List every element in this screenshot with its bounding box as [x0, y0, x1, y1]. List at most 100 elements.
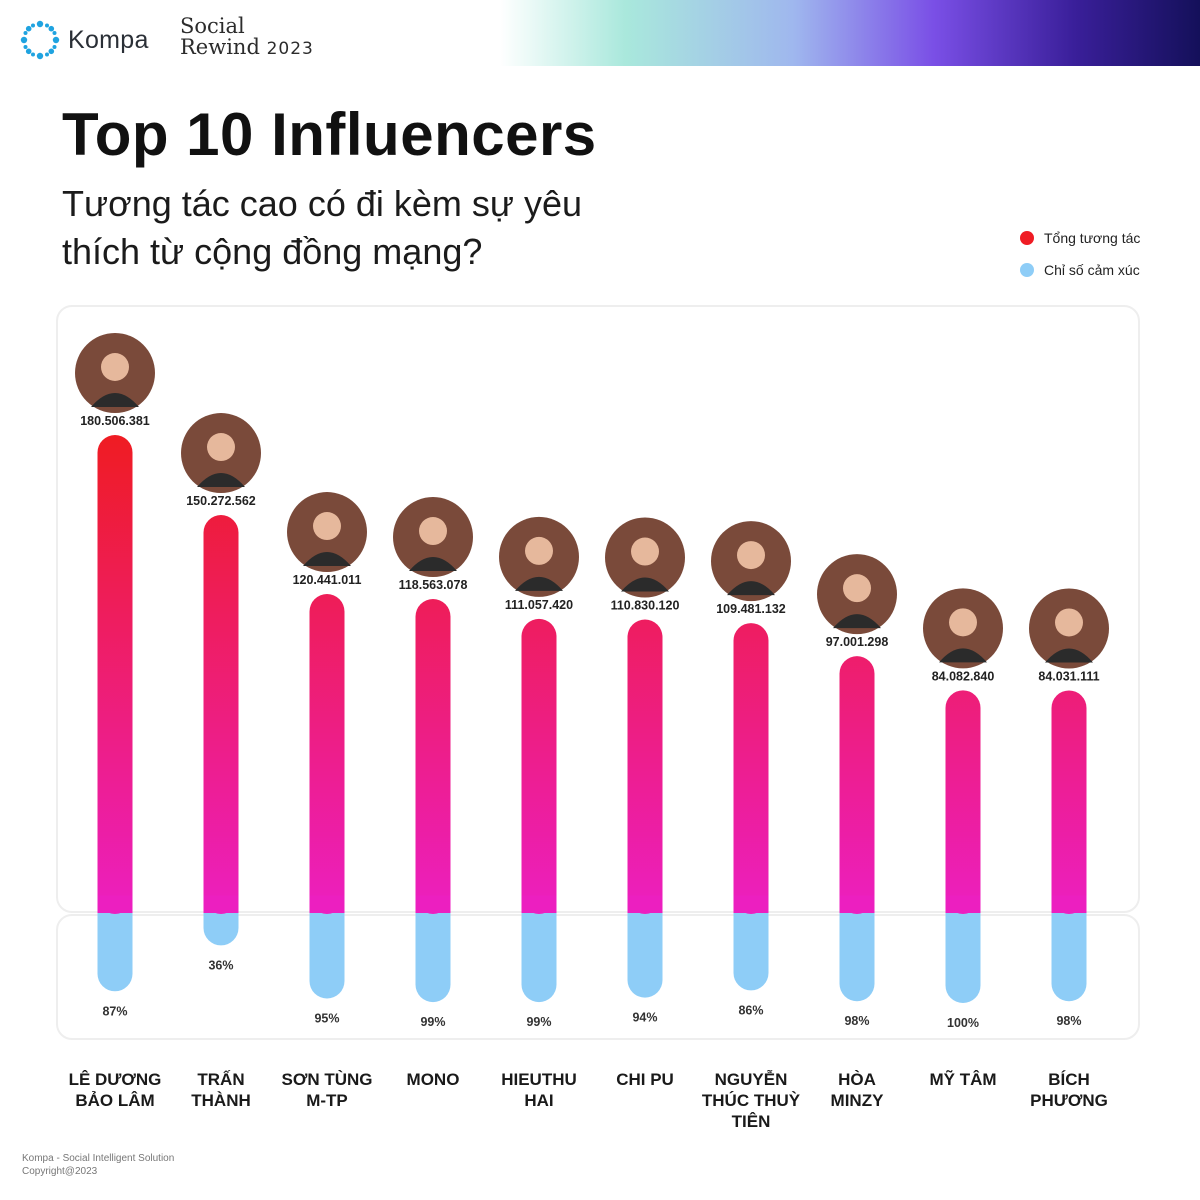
category-label-line: NGUYỄN — [715, 1070, 788, 1089]
avatar-face-icon — [843, 574, 871, 603]
kompa-logo: Kompa — [20, 20, 149, 60]
avatar-body-icon — [833, 614, 881, 629]
avatar-face-icon — [737, 541, 765, 570]
avatar-body-icon — [939, 648, 987, 663]
category-label: MỸ TÂM — [929, 1069, 996, 1089]
avatar-body-icon — [727, 581, 775, 596]
interaction-bar-base — [415, 895, 451, 913]
sentiment-label: 99% — [526, 1015, 551, 1029]
category-label-line: THÀNH — [191, 1091, 251, 1110]
event-year: 2023 — [266, 39, 314, 59]
sentiment-panel — [56, 914, 1140, 1040]
interaction-bar — [839, 656, 875, 914]
sentiment-bar — [521, 895, 557, 1003]
value-label: 109.481.132 — [716, 602, 786, 616]
category-label: BÍCH PHƯƠNG — [1030, 1070, 1108, 1110]
avatar-body-icon — [621, 577, 669, 592]
sentiment-bar — [733, 895, 769, 991]
sentiment-bar — [415, 895, 451, 1003]
event-line2: Rewind — [180, 35, 260, 59]
interaction-bar-base — [627, 895, 663, 913]
sentiment-bar — [945, 895, 981, 1003]
category-label: MONO — [407, 1070, 460, 1089]
avatar-face-icon — [525, 536, 553, 565]
avatar-body-icon — [91, 393, 139, 407]
value-label: 97.001.298 — [826, 635, 889, 649]
interaction-bar-base — [733, 895, 769, 913]
header-gradient-band — [500, 0, 1200, 66]
category-label-line: MINZY — [831, 1091, 885, 1110]
interaction-bar — [309, 594, 345, 914]
category-label-line: PHƯƠNG — [1030, 1091, 1108, 1110]
sentiment-label: 95% — [314, 1012, 339, 1026]
avatar-body-icon — [303, 552, 351, 567]
category-label: CHI PU — [616, 1070, 674, 1089]
footer-line1: Kompa - Social Intelligent Solution — [22, 1153, 175, 1164]
legend-label-sentiment: Chỉ số cảm xúc — [1044, 262, 1140, 278]
sentiment-bar — [97, 895, 133, 992]
value-label: 120.441.011 — [293, 573, 362, 587]
category-label-line: MONO — [407, 1070, 460, 1089]
legend-label-total: Tổng tương tác — [1044, 230, 1141, 246]
page-title: Top 10 Influencers — [62, 101, 597, 168]
sentiment-label: 36% — [208, 958, 233, 972]
interaction-bar-base — [521, 895, 557, 913]
sentiment-label: 98% — [1056, 1014, 1081, 1028]
sentiment-bar — [627, 895, 663, 998]
category-label-line: TRẤN — [197, 1070, 244, 1089]
category-label-line: SƠN TÙNG — [281, 1070, 372, 1089]
avatar-face-icon — [207, 433, 235, 462]
avatar-body-icon — [1045, 648, 1093, 663]
value-label: 180.506.381 — [80, 414, 150, 428]
category-label-line: MỸ TÂM — [929, 1069, 996, 1089]
category-label: NGUYỄN THÚC THUỲ TIÊN — [702, 1070, 801, 1131]
value-label: 110.830.120 — [611, 599, 680, 613]
avatar-face-icon — [631, 537, 659, 566]
avatar-body-icon — [515, 576, 563, 591]
legend-dot-sentiment — [1020, 263, 1034, 277]
sentiment-label: 94% — [632, 1011, 657, 1025]
avatar-face-icon — [419, 517, 447, 546]
interaction-bar — [627, 619, 663, 914]
interaction-bar — [945, 690, 981, 914]
category-label: HÒA MINZY — [831, 1070, 885, 1110]
value-label: 150.272.562 — [186, 494, 256, 508]
category-label-line: LÊ DƯƠNG — [69, 1070, 162, 1089]
category-label: LÊ DƯƠNG BẢO LÂM — [69, 1070, 162, 1110]
interaction-bar-base — [203, 895, 239, 913]
sentiment-bar — [839, 895, 875, 1002]
sentiment-label: 86% — [738, 1003, 763, 1017]
page-subtitle: Tương tác cao có đi kèm sự yêu thích từ … — [62, 183, 583, 272]
category-label: HIEUTHU HAI — [501, 1070, 577, 1110]
social-rewind-logo: Social Rewind 2023 — [180, 16, 314, 60]
interaction-bar — [521, 618, 557, 914]
legend-item-sentiment: Chỉ số cảm xúc — [1020, 254, 1140, 286]
sentiment-bar — [309, 895, 345, 999]
sentiment-label: 100% — [947, 1016, 979, 1030]
value-label: 84.031.111 — [1038, 669, 1099, 683]
sentiment-label: 87% — [102, 1004, 127, 1018]
interaction-bar-base — [309, 895, 345, 913]
avatar-body-icon — [197, 473, 245, 488]
interaction-bar — [733, 623, 769, 914]
interaction-bar — [1051, 690, 1087, 914]
sentiment-label: 98% — [844, 1014, 869, 1028]
avatar-face-icon — [949, 608, 977, 637]
interaction-bar-base — [839, 895, 875, 913]
interaction-bar — [97, 435, 133, 914]
value-label: 111.057.420 — [505, 598, 573, 612]
kompa-logo-icon — [20, 20, 60, 60]
category-label-line: HAI — [524, 1091, 553, 1110]
footer: Kompa - Social Intelligent Solution Copy… — [22, 1152, 174, 1178]
legend-dot-total — [1020, 231, 1034, 245]
interaction-bar-base — [945, 895, 981, 913]
legend-item-total: Tổng tương tác — [1020, 222, 1140, 254]
interaction-panel — [56, 305, 1140, 913]
sentiment-bar — [1051, 895, 1087, 1002]
category-label-line: CHI PU — [616, 1070, 674, 1089]
avatar-face-icon — [313, 512, 341, 541]
logo-text: Kompa — [68, 25, 149, 54]
footer-line2: Copyright@2023 — [22, 1166, 98, 1177]
avatar-face-icon — [1055, 608, 1083, 637]
category-label-line: M-TP — [306, 1091, 348, 1110]
